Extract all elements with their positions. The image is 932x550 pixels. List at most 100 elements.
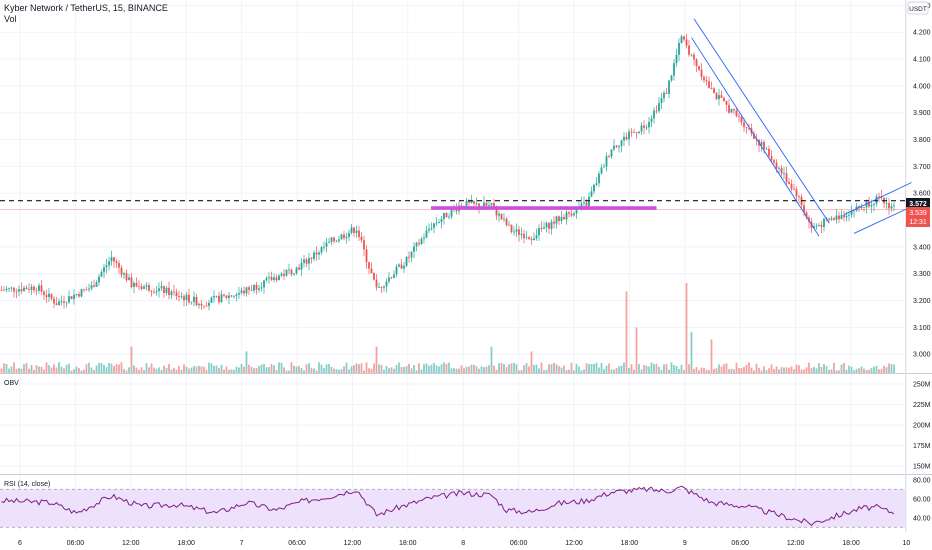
volume-bar <box>110 363 113 373</box>
volume-bar <box>795 364 798 373</box>
volume-bar <box>505 367 508 373</box>
candle-body <box>633 132 635 133</box>
volume-bar <box>208 362 210 373</box>
candle-body <box>348 232 350 237</box>
candle-body <box>58 301 60 306</box>
volume-bar <box>838 370 840 373</box>
candle-body <box>518 229 520 235</box>
candle-body <box>808 217 810 222</box>
candle-body <box>168 287 170 296</box>
volume-bar <box>293 365 295 373</box>
candle-body <box>258 288 260 290</box>
candle-body <box>155 291 158 293</box>
rsi-pane-title: RSI (14, close) <box>4 481 50 488</box>
price-tick-label: 3.700 <box>913 164 931 171</box>
candle-body <box>385 281 388 287</box>
volume-bar <box>45 362 48 373</box>
candle-body <box>550 221 553 229</box>
volume-bar <box>268 367 270 373</box>
volume-bar <box>703 368 705 373</box>
volume-bar <box>730 368 733 373</box>
candle-body <box>510 224 513 232</box>
volume-bar <box>520 369 523 373</box>
volume-bar <box>775 366 778 373</box>
volume-bar <box>183 364 185 373</box>
volume-bar <box>578 366 580 373</box>
volume-bar <box>700 367 703 373</box>
candle-body <box>388 277 390 282</box>
time-tick-label: 06:00 <box>731 540 749 547</box>
volume-bar <box>590 364 593 373</box>
candle-body <box>640 125 643 132</box>
volume-bar <box>858 368 860 373</box>
volume-bar <box>643 365 645 373</box>
volume-bar <box>828 369 830 373</box>
volume-bar <box>880 368 883 373</box>
candle-body <box>563 216 565 220</box>
candle-body <box>210 297 213 303</box>
candle-body <box>138 286 140 287</box>
volume-bar <box>820 366 823 373</box>
candle-body <box>113 257 115 262</box>
candle-body <box>520 233 523 235</box>
candle-body <box>683 36 685 40</box>
volume-bar <box>225 366 228 373</box>
candle-body <box>623 136 625 141</box>
candle-body <box>200 303 203 306</box>
volume-bar <box>338 369 340 373</box>
volume-bar <box>315 370 318 373</box>
currency-button[interactable]: USDT <box>907 1 929 15</box>
chart-drawings[interactable] <box>0 18 912 237</box>
volume-bar <box>330 366 333 373</box>
candle-body <box>205 305 208 307</box>
volume-bar <box>210 363 213 373</box>
candle-body <box>285 269 288 276</box>
candle-body <box>473 200 475 204</box>
candle-body <box>123 273 125 275</box>
candle-body <box>555 216 558 224</box>
candle-body <box>498 213 500 216</box>
volume-bar <box>78 368 80 373</box>
volume-bar <box>60 366 63 373</box>
volume-bar <box>778 369 780 373</box>
candle-body <box>148 285 150 291</box>
trendline-falling-wedge-lower <box>691 37 820 237</box>
price-tick-label: 3.900 <box>913 110 931 117</box>
volume-bar <box>693 368 695 373</box>
candle-body <box>290 269 293 275</box>
volume-bar <box>648 366 650 373</box>
volume-bar <box>480 366 483 373</box>
volume-bar <box>558 366 560 373</box>
volume-bar <box>765 370 768 373</box>
candle-body <box>65 302 68 304</box>
volume-bar <box>658 366 660 373</box>
candle-body <box>553 221 555 224</box>
volume-bar <box>80 370 83 373</box>
candle-body <box>15 291 18 293</box>
volume-bar <box>270 363 273 373</box>
volume-bar <box>683 370 685 373</box>
volume-bar <box>108 362 110 373</box>
candle-body <box>723 97 725 102</box>
obv-tick-label: 150M <box>913 464 931 471</box>
candle-body <box>118 263 120 268</box>
volume-bar <box>33 369 35 373</box>
candle-body <box>438 222 440 223</box>
candle-body <box>263 280 265 288</box>
volume-bar <box>348 369 350 373</box>
volume-bar <box>370 368 373 373</box>
volume-bar <box>243 366 245 373</box>
candle-body <box>708 81 710 88</box>
candle-body <box>423 237 425 239</box>
volume-bar <box>863 368 865 373</box>
candle-body <box>398 264 400 267</box>
candle-body <box>223 294 225 296</box>
volume-bar <box>15 369 18 373</box>
volume-bar <box>368 368 370 373</box>
candle-body <box>253 284 255 291</box>
candle-body <box>588 196 590 207</box>
candle-body <box>70 296 73 299</box>
candle-body <box>540 228 543 229</box>
candle-body <box>515 229 518 232</box>
